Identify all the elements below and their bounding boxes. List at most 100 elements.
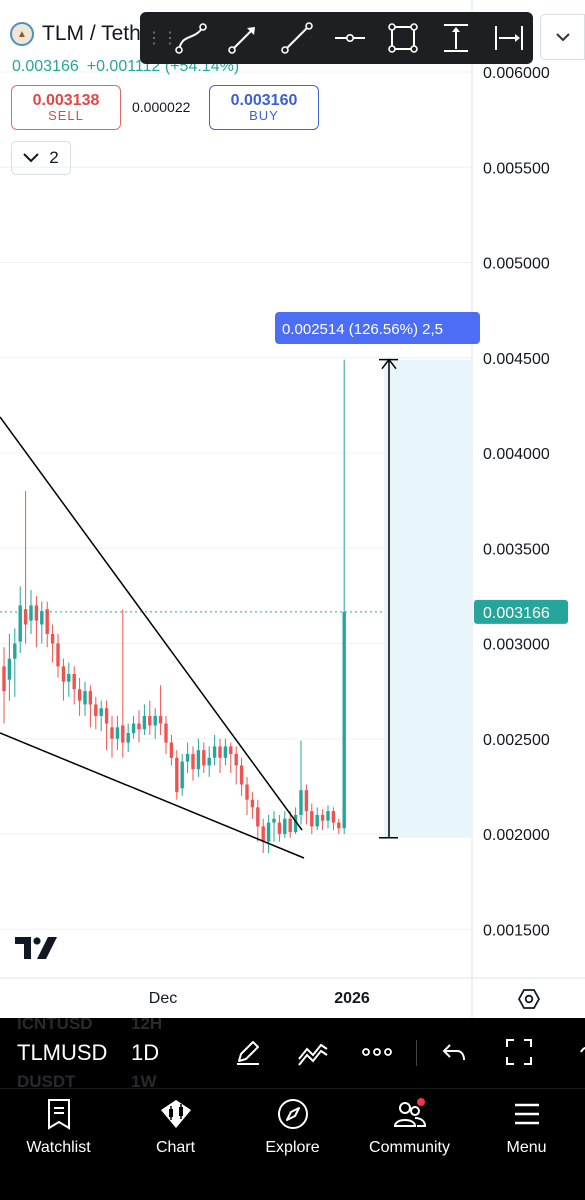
fullscreen-icon[interactable] bbox=[501, 1034, 537, 1070]
community-icon bbox=[393, 1097, 427, 1131]
candle-body bbox=[202, 750, 206, 766]
redo-icon[interactable] bbox=[568, 1034, 585, 1070]
rectangle-tool-icon[interactable] bbox=[378, 18, 427, 58]
candle-body bbox=[326, 811, 330, 821]
pen-icon[interactable] bbox=[230, 1034, 266, 1070]
buy-label: BUY bbox=[249, 108, 279, 124]
candle-body bbox=[72, 673, 76, 690]
candle-body bbox=[283, 818, 287, 834]
candle-body bbox=[310, 811, 314, 827]
undo-icon[interactable] bbox=[436, 1034, 472, 1070]
candle-body bbox=[142, 715, 147, 730]
candle-body bbox=[272, 818, 276, 823]
layout-dropdown[interactable] bbox=[540, 14, 585, 60]
symbol-header[interactable]: ▲ TLM / Teth bbox=[10, 22, 141, 46]
candle-body bbox=[288, 818, 292, 833]
price-axis-label: 0.005000 bbox=[483, 256, 550, 273]
candle-body bbox=[261, 826, 265, 842]
curve-tool-icon[interactable] bbox=[166, 18, 215, 58]
price-axis-label: 0.002000 bbox=[483, 827, 550, 844]
current-price-tag-text: 0.003166 bbox=[483, 605, 550, 622]
candle-body bbox=[169, 742, 174, 758]
candle-body bbox=[153, 715, 157, 726]
candle-body bbox=[67, 673, 71, 682]
candle-body bbox=[342, 611, 346, 829]
candle-body bbox=[266, 822, 271, 842]
symbol-name: TLM / Teth bbox=[42, 22, 141, 45]
buy-button[interactable]: 0.003160 BUY bbox=[209, 85, 319, 130]
price-axis-label: 0.004500 bbox=[483, 351, 550, 368]
time-axis-label: Dec bbox=[149, 990, 177, 1007]
price-axis-label: 0.005500 bbox=[483, 160, 550, 177]
more-icon[interactable] bbox=[359, 1034, 395, 1070]
candle-body bbox=[191, 753, 195, 770]
drag-handle-icon[interactable]: ⋮⋮ bbox=[146, 30, 178, 47]
candle-body bbox=[239, 765, 244, 785]
ghost-symbol-prev: ICNTUSD bbox=[17, 1018, 93, 1033]
price-chart[interactable]: 0.006000 0.005500 0.005000 0.004500 0.004000… bbox=[0, 0, 585, 1018]
drawing-toolbar: ⋮⋮ bbox=[140, 12, 533, 64]
candle-body bbox=[50, 633, 55, 644]
indicators-collapse-button[interactable]: 2 bbox=[11, 141, 71, 175]
tab-menu[interactable]: Menu bbox=[468, 1097, 585, 1157]
candle-body bbox=[7, 658, 12, 680]
candle-body bbox=[56, 643, 60, 667]
candle-body bbox=[331, 811, 336, 823]
price-axis-label: 0.003500 bbox=[483, 541, 550, 558]
price-axis-label: 0.001500 bbox=[483, 922, 550, 939]
spread-value: 0.000022 bbox=[132, 99, 191, 115]
bottom-tab-bar: Watchlist Chart Explore Community Menu bbox=[0, 1088, 585, 1200]
tab-explore[interactable]: Explore bbox=[234, 1097, 351, 1157]
candle-body bbox=[2, 666, 6, 692]
compass-icon bbox=[276, 1097, 310, 1131]
candle-body bbox=[45, 609, 49, 634]
candle-body bbox=[164, 723, 168, 743]
measure-label-box bbox=[275, 312, 480, 344]
tab-watchlist[interactable]: Watchlist bbox=[0, 1097, 117, 1157]
candle-body bbox=[158, 715, 163, 724]
candle-body bbox=[229, 746, 233, 754]
measure-arrowhead bbox=[381, 358, 397, 370]
horizontal-range-tool-icon[interactable] bbox=[484, 18, 533, 58]
tab-chart[interactable]: Chart bbox=[117, 1097, 234, 1157]
candle-body bbox=[77, 689, 82, 701]
candle-body bbox=[185, 753, 190, 762]
timeframe-selector[interactable]: 1D bbox=[131, 1040, 160, 1065]
sell-button[interactable]: 0.003138 SELL bbox=[11, 85, 121, 130]
candle-body bbox=[320, 814, 325, 821]
candle-body bbox=[234, 753, 238, 766]
candle-body bbox=[121, 725, 125, 743]
buy-price: 0.003160 bbox=[230, 91, 298, 109]
ghost-timeframe-prev: 12H bbox=[131, 1018, 163, 1033]
candle-body bbox=[180, 761, 184, 789]
candle-body bbox=[83, 691, 87, 705]
vertical-range-tool-icon[interactable] bbox=[431, 18, 480, 58]
settings-hex-icon[interactable] bbox=[518, 988, 540, 1010]
candle-body bbox=[61, 666, 66, 682]
horizontal-ray-tool-icon[interactable] bbox=[325, 18, 374, 58]
tab-label-menu: Menu bbox=[506, 1139, 547, 1156]
tab-community[interactable]: Community bbox=[351, 1097, 468, 1157]
sell-label: SELL bbox=[48, 108, 84, 124]
candle-body bbox=[218, 746, 222, 758]
candle-body bbox=[88, 691, 93, 705]
tab-label-explore: Explore bbox=[265, 1139, 320, 1156]
ghost-timeframe-next: 1W bbox=[131, 1072, 157, 1088]
symbol-logo-icon: ▲ bbox=[10, 22, 34, 46]
candle-body bbox=[18, 605, 22, 642]
tradingview-logo-icon bbox=[15, 937, 57, 959]
candle-body bbox=[110, 727, 114, 739]
symbol-selector[interactable]: TLMUSD bbox=[17, 1040, 108, 1065]
candle-body bbox=[212, 746, 217, 758]
price-axis-label: 0.003000 bbox=[483, 637, 550, 654]
candle-body bbox=[99, 708, 103, 716]
trend-line-tool-icon[interactable] bbox=[272, 18, 321, 58]
price-axis-label: 0.006000 bbox=[483, 65, 550, 82]
watchlist-icon bbox=[42, 1097, 76, 1131]
candle-body bbox=[245, 784, 249, 800]
arrow-tool-icon[interactable] bbox=[219, 18, 268, 58]
price-axis-label: 0.002500 bbox=[483, 732, 550, 749]
indicators-icon[interactable] bbox=[295, 1034, 331, 1070]
candle-body bbox=[148, 715, 152, 726]
